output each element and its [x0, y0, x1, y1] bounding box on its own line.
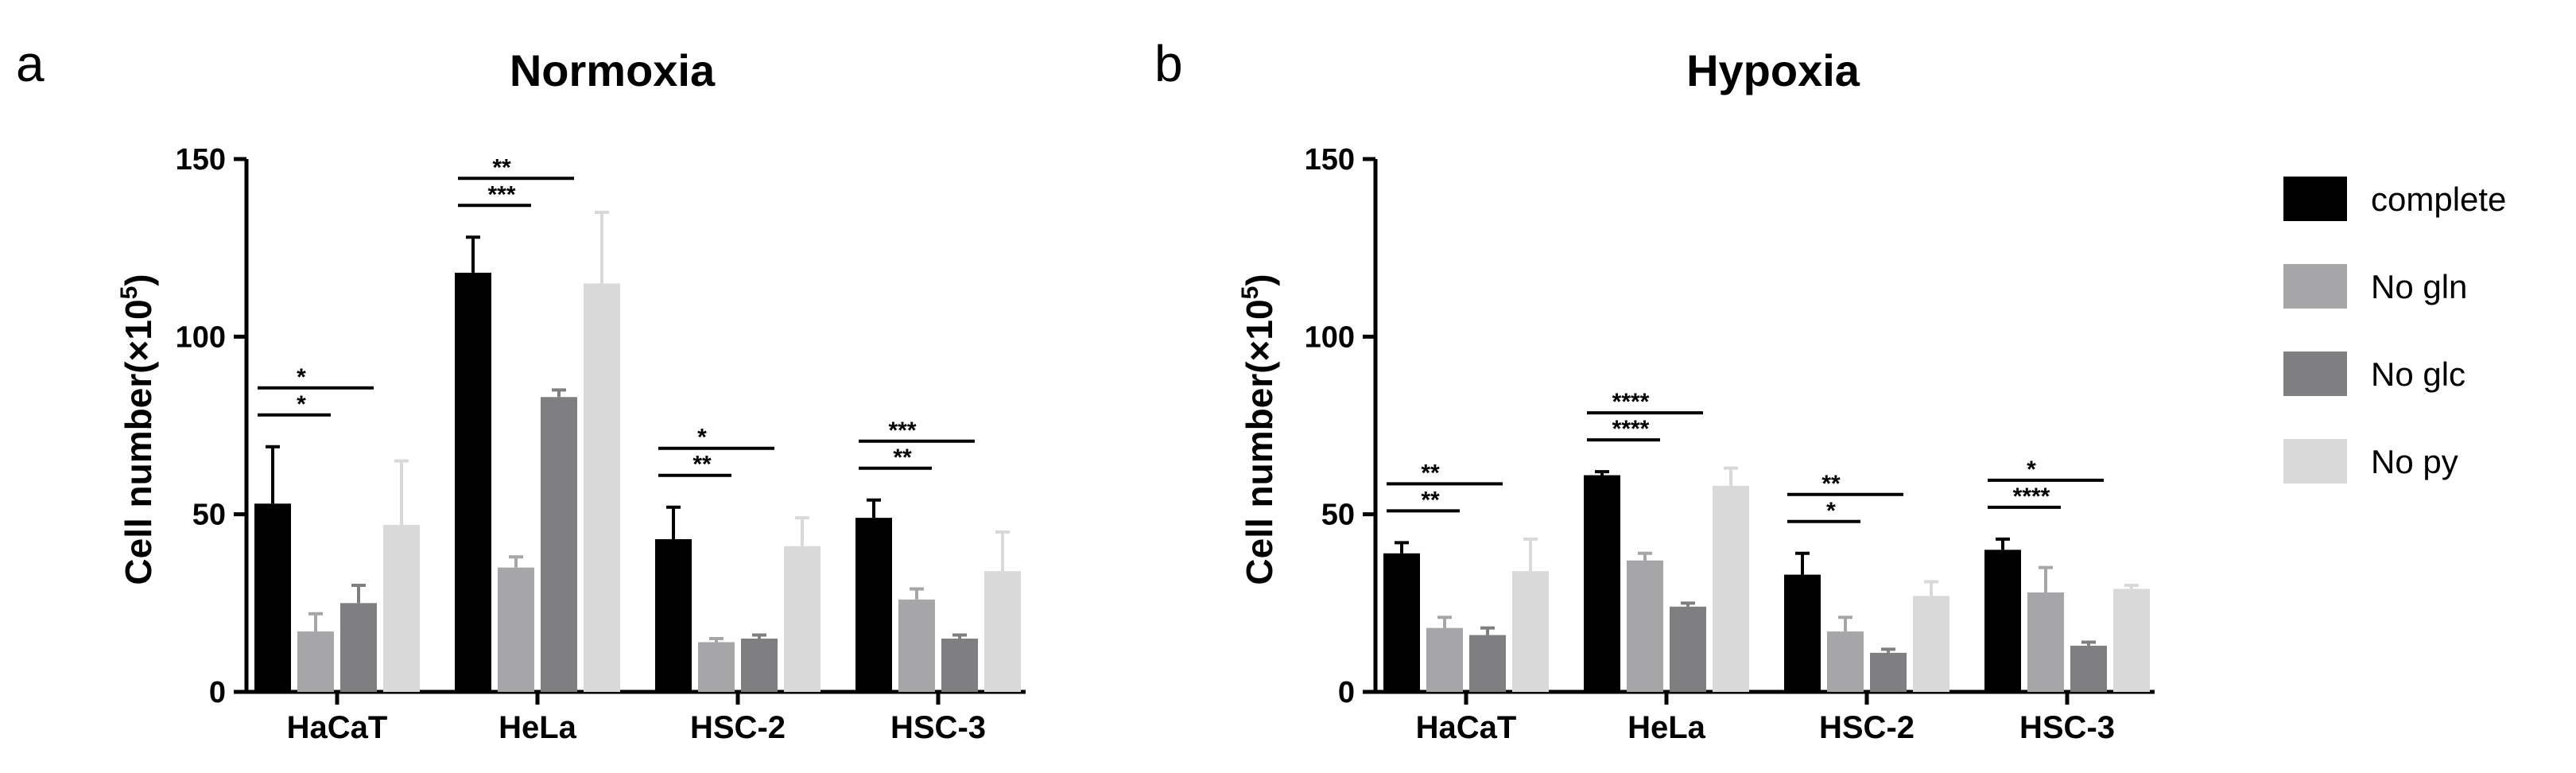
bar-no-py [1512, 571, 1549, 692]
bar-complete [1383, 553, 1420, 692]
legend-swatch-no-glc [2283, 352, 2347, 396]
significance-label: * [297, 364, 306, 390]
x-tick-label: HaCaT [287, 710, 388, 745]
y-axis-label-main: Cell number(×10 [1239, 299, 1280, 585]
significance-label: * [697, 425, 707, 451]
panel-normoxia: a Normoxia Cell number(×105) 0 50 100 150 Ha… [16, 35, 1026, 745]
legend-swatch-complete [2283, 177, 2347, 221]
y-axis-label: Cell number(×105) [1237, 274, 1280, 585]
panel-letter: b [1154, 35, 1183, 92]
chart-title: Normoxia [510, 45, 716, 95]
legend-swatch-no-gln [2283, 264, 2347, 309]
x-tick-label: HSC-3 [2019, 710, 2115, 745]
bar-no-glc [2070, 645, 2107, 692]
bar-complete [254, 503, 291, 692]
y-tick-label: 150 [1305, 143, 1355, 177]
panel-letter: a [16, 35, 45, 92]
bar-no-glc [1670, 606, 1706, 692]
y-axis-label-main: Cell number(×10 [118, 299, 159, 585]
y-tick-label: 50 [192, 499, 226, 532]
bar-no-gln [498, 567, 534, 692]
significance-label: ** [692, 452, 712, 478]
bar-no-gln [2027, 592, 2064, 692]
bar-no-gln [698, 642, 735, 692]
bar-no-glc [741, 639, 778, 692]
bar-complete [655, 538, 692, 692]
significance-label: **** [1612, 416, 1650, 442]
significance-label: * [2027, 456, 2036, 483]
bar-complete [455, 272, 491, 692]
y-axis-label-close: ) [1239, 274, 1280, 286]
panel-hypoxia: b Hypoxia Cell number(×105) 0 50 100 150 HaC… [1154, 35, 2155, 745]
bar-no-py [1713, 485, 1749, 692]
significance-label: * [297, 391, 306, 418]
significance-label: * [1826, 498, 1836, 524]
significance-label: ** [1421, 487, 1440, 513]
legend-label: No glc [2371, 355, 2465, 393]
bar-complete [1584, 475, 1620, 692]
y-axis-label: Cell number(×105) [116, 274, 159, 585]
bar-no-gln [1827, 631, 1864, 692]
significance-label: ** [492, 154, 511, 181]
significance-label: ** [893, 445, 912, 471]
bar-complete [855, 518, 892, 692]
legend-swatch-no-py [2283, 439, 2347, 484]
x-tick-label: HSC-3 [890, 710, 986, 745]
bar-no-gln [898, 599, 935, 692]
x-tick-label: HeLa [1627, 710, 1706, 745]
legend-label: complete [2371, 181, 2506, 218]
x-tick-label: HaCaT [1416, 710, 1517, 745]
x-tick-label: HSC-2 [690, 710, 786, 745]
significance-label: *** [487, 181, 515, 208]
bar-no-glc [1870, 652, 1907, 692]
y-tick-label: 100 [1305, 320, 1355, 354]
bar-no-glc [541, 397, 577, 692]
bar-complete [1784, 574, 1821, 692]
significance-label: **** [2013, 484, 2050, 510]
significance-label: ** [1421, 460, 1440, 486]
bar-no-py [383, 525, 420, 692]
legend-label: No py [2371, 443, 2458, 480]
y-tick-label: 150 [176, 143, 226, 177]
y-axis-label-superscript: 5 [1237, 286, 1263, 300]
significance-label: ** [1821, 471, 1841, 497]
bar-no-glc [1469, 635, 1506, 692]
y-tick-label: 100 [176, 320, 226, 354]
bar-no-gln [1627, 560, 1663, 692]
bar-no-py [784, 546, 821, 692]
bar-no-gln [1426, 627, 1463, 692]
bar-complete [1984, 550, 2021, 692]
bar-no-py [584, 283, 620, 692]
bar-no-glc [340, 603, 377, 692]
chart-title: Hypoxia [1686, 45, 1860, 95]
significance-label: **** [1612, 389, 1650, 415]
x-tick-label: HSC-2 [1819, 710, 1915, 745]
significance-label: *** [888, 418, 916, 444]
bar-no-py [1913, 596, 1949, 692]
legend-label: No gln [2371, 268, 2467, 305]
y-tick-label: 0 [209, 676, 226, 709]
y-tick-label: 50 [1321, 499, 1355, 532]
x-tick-label: HeLa [499, 710, 577, 745]
legend: complete No gln No glc No py [2283, 177, 2506, 484]
bar-no-py [984, 571, 1021, 692]
y-tick-label: 0 [1338, 676, 1355, 709]
y-axis-label-close: ) [118, 274, 159, 286]
bar-no-py [2113, 588, 2150, 692]
y-axis-label-superscript: 5 [116, 286, 142, 300]
bar-no-gln [297, 631, 334, 692]
bar-no-glc [941, 639, 978, 692]
